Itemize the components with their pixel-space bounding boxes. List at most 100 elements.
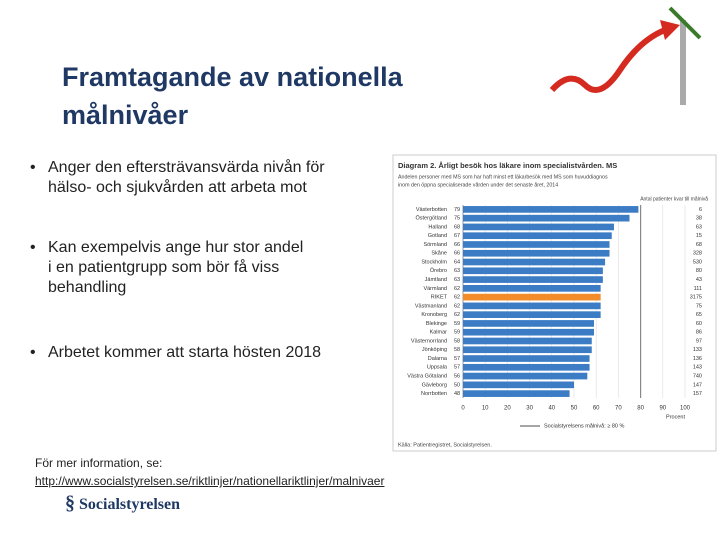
- bullet-line: Anger den eftersträvansvärda nivån för: [48, 159, 325, 176]
- value-label: 62: [454, 303, 460, 309]
- x-tick-label: 10: [482, 406, 489, 412]
- count-label: 740: [693, 374, 702, 380]
- logo: § Socialstyrelsen: [65, 492, 180, 515]
- value-label: 62: [454, 312, 460, 318]
- bullet-line: Arbetet kommer att starta hösten 2018: [48, 344, 322, 361]
- chart-subtitle: inom den öppna specialiserade vården und…: [398, 181, 558, 188]
- x-axis-label: Procent: [666, 414, 685, 420]
- y-tick-label: Dalarna: [428, 356, 448, 362]
- y-tick-label: Norrbotten: [421, 391, 447, 397]
- title-line: Framtagande av nationella: [62, 62, 403, 92]
- bar: [463, 249, 610, 257]
- value-label: 64: [454, 259, 460, 265]
- count-label: 43: [696, 277, 702, 283]
- bar: [463, 311, 601, 318]
- count-label: 97: [696, 338, 702, 344]
- value-label: 58: [454, 347, 460, 353]
- bullet-text: Arbetet kommer att starta hösten 2018: [48, 343, 321, 363]
- title-line: målnivåer: [62, 100, 189, 130]
- y-tick-label: Uppsala: [427, 365, 448, 371]
- bar: [463, 206, 639, 213]
- bar: [463, 302, 601, 310]
- value-label: 62: [454, 295, 460, 301]
- bar: [463, 223, 614, 231]
- y-tick-label: Västerbotten: [416, 207, 447, 213]
- y-tick-label: Jämtland: [425, 277, 447, 283]
- bar: [463, 328, 594, 336]
- bullet: • Arbetet kommer att starta hösten 2018: [30, 343, 321, 363]
- count-label: 75: [696, 303, 702, 309]
- chart-subtitle: Andelen personer med MS som har haft min…: [398, 174, 608, 180]
- legend-text: Socialstyrelsens målnivå: ≥ 80 %: [544, 422, 624, 429]
- x-tick-label: 40: [548, 406, 555, 412]
- x-tick-label: 100: [680, 406, 691, 412]
- bullet-line: i en patientgrupp som bör få viss: [48, 259, 280, 276]
- count-label: 15: [696, 233, 702, 239]
- x-tick-label: 20: [504, 406, 511, 412]
- bullet: • Anger den eftersträvansvärda nivån för h…: [30, 158, 325, 198]
- bar: [463, 363, 590, 371]
- bar: [463, 355, 590, 362]
- x-tick-label: 90: [659, 406, 666, 412]
- count-label: 157: [693, 391, 702, 397]
- bullet: • Kan exempelvis ange hur stor andel i en …: [30, 238, 303, 298]
- x-tick-label: 80: [637, 406, 644, 412]
- footer-link[interactable]: http://www.socialstyrelsen.se/riktlinjer…: [35, 474, 385, 488]
- count-label: 3175: [690, 295, 702, 301]
- logo-text: Socialstyrelsen: [79, 496, 181, 513]
- bullet-dot: •: [30, 159, 36, 176]
- bar: [463, 258, 606, 266]
- x-tick-label: 0: [461, 406, 465, 412]
- value-label: 67: [454, 233, 460, 239]
- x-tick-label: 50: [571, 406, 578, 412]
- red-arrow: [549, 27, 667, 93]
- bullet-line: behandling: [48, 279, 127, 296]
- bar: [463, 337, 592, 345]
- count-label: 133: [693, 347, 702, 353]
- y-tick-label: Halland: [428, 224, 447, 230]
- count-label: 38: [696, 216, 702, 222]
- bullet-text: Kan exempelvis ange hur stor andel i en p…: [48, 238, 303, 298]
- count-label: 80: [696, 268, 702, 274]
- count-label: 143: [693, 365, 702, 371]
- value-label: 62: [454, 286, 460, 292]
- footer-info: För mer information, se:: [35, 456, 163, 470]
- count-label: 86: [696, 330, 702, 336]
- value-label: 50: [454, 382, 460, 388]
- slide-title: Framtagande av nationella målnivåer: [62, 58, 403, 134]
- value-label: 66: [454, 242, 460, 248]
- green-bar: [668, 6, 702, 40]
- y-tick-label: Värmland: [423, 286, 447, 292]
- y-tick-label: Gävleborg: [422, 382, 447, 388]
- bar: [463, 276, 603, 283]
- value-label: 63: [454, 268, 460, 274]
- y-tick-label: Kronoberg: [421, 312, 447, 318]
- value-label: 79: [454, 207, 460, 213]
- bullet-line: Kan exempelvis ange hur stor andel: [48, 239, 304, 256]
- value-label: 57: [454, 356, 460, 362]
- value-label: 63: [454, 277, 460, 283]
- y-tick-label: Blekinge: [426, 321, 447, 327]
- chart-title: Diagram 2. Årligt besök hos läkare inom …: [398, 161, 617, 170]
- count-label: 328: [693, 251, 702, 257]
- bar: [463, 214, 630, 222]
- bullet-text: Anger den eftersträvansvärda nivån för hä…: [48, 158, 325, 198]
- bar: [463, 346, 592, 354]
- value-label: 66: [454, 251, 460, 257]
- y-tick-label: Sörmland: [423, 242, 447, 248]
- count-label: 136: [693, 356, 702, 362]
- y-tick-label: Kalmar: [430, 330, 448, 336]
- count-label: 63: [696, 224, 702, 230]
- value-label: 57: [454, 365, 460, 371]
- count-label: 147: [693, 382, 702, 388]
- count-label: 60: [696, 321, 702, 327]
- y-tick-label: Västmanland: [415, 303, 447, 309]
- count-label: 111: [694, 286, 702, 292]
- bar: [463, 241, 610, 248]
- bullet-line: hälso- och sjukvården att arbeta mot: [48, 179, 307, 196]
- count-label: 530: [693, 259, 702, 265]
- y-tick-label: RIKET: [431, 295, 448, 301]
- y-tick-label: Stockholm: [421, 259, 447, 265]
- bullet-dot: •: [30, 344, 36, 361]
